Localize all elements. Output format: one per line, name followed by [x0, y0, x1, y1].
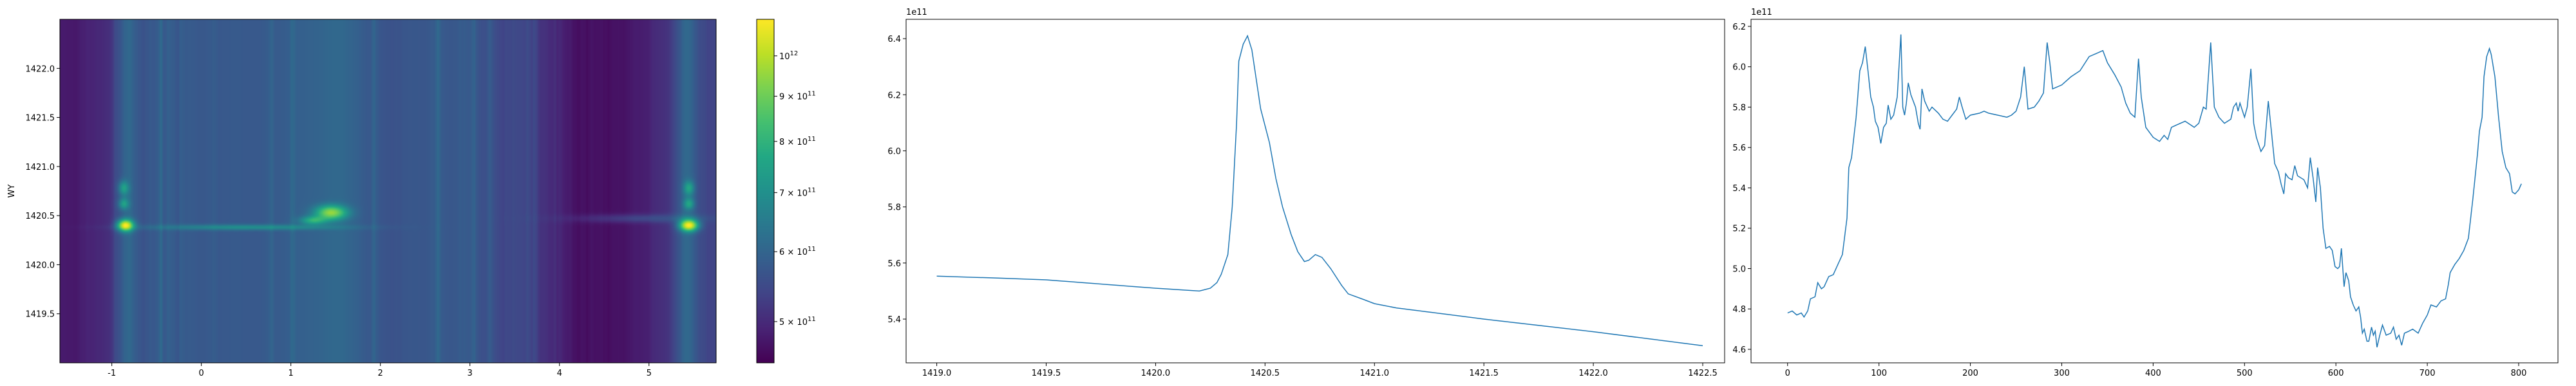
x-tick-label: 5 [647, 369, 652, 378]
colorbar-frame [756, 19, 775, 363]
x-tick-label: 200 [1962, 369, 1978, 378]
colorbar-tick-label: 5 × 1011 [779, 316, 816, 327]
x-tick-label: 2 [378, 369, 383, 378]
x-tick-label: 1421.0 [1360, 369, 1390, 378]
colorbar-tick-exponent: 11 [808, 316, 816, 323]
series-line-panel-2 [936, 34, 1703, 347]
y-tick-label: 5.4 [1732, 184, 1746, 194]
x-tick-label: 700 [2420, 369, 2436, 378]
series-line-panel-3 [1787, 34, 2522, 347]
y-tick-label: 6.4 [887, 35, 901, 44]
y-offset-label: 1e11 [1751, 8, 1772, 17]
x-tick-label: 1419.0 [922, 369, 952, 378]
x-tick-label: 0 [199, 369, 204, 378]
colorbar-tick-exponent: 11 [808, 187, 816, 194]
colorbar-tick-mantissa: 6 × 10 [779, 248, 808, 257]
y-tick-label: 5.6 [887, 259, 901, 269]
y-tick-label: 4.8 [1732, 305, 1746, 315]
heatmap-axes-frame [59, 19, 717, 363]
x-tick-label: 600 [2328, 369, 2344, 378]
x-tick-label: 800 [2511, 369, 2527, 378]
colorbar-tick-label: 6 × 1011 [779, 246, 816, 257]
y-tick-label: 4.6 [1732, 345, 1746, 355]
colorbar-tick-mantissa: 7 × 10 [779, 188, 808, 198]
y-tick-label: 6.0 [887, 147, 901, 156]
y-tick-label: 5.2 [1732, 225, 1746, 234]
y-axis-label: WY [7, 185, 17, 198]
colorbar-tick-exponent: 11 [808, 136, 816, 143]
y-tick-label: 1420.5 [26, 212, 55, 221]
y-tick-label: 6.2 [887, 91, 901, 100]
x-tick-label: 1421.5 [1469, 369, 1499, 378]
y-tick-label: 5.6 [1732, 143, 1746, 153]
colorbar-tick-mantissa: 8 × 10 [779, 138, 808, 147]
colorbar-tick-mantissa: 9 × 10 [779, 93, 808, 102]
x-tick-label: 1422.0 [1578, 369, 1608, 378]
y-tick-label: 1421.5 [26, 114, 55, 124]
line-axes-frame-3 [1750, 19, 2559, 363]
y-tick-label: 1421.0 [26, 163, 55, 172]
y-tick-label: 1422.0 [26, 64, 55, 74]
colorbar-tick-exponent: 11 [808, 91, 816, 98]
colorbar-tick-label: 1012 [779, 50, 798, 62]
x-tick-label: 1422.5 [1688, 369, 1718, 378]
colorbar-tick-label: 9 × 1011 [779, 91, 816, 102]
colorbar-tick-mantissa: 10 [779, 52, 790, 62]
y-tick-label: 5.4 [887, 315, 901, 325]
colorbar-tick-label: 7 × 1011 [779, 187, 816, 198]
colorbar-tick-mantissa: 5 × 10 [779, 318, 808, 327]
x-tick-label: 100 [1871, 369, 1887, 378]
x-tick-label: 1420.5 [1251, 369, 1280, 378]
heatmap-image [60, 19, 716, 363]
x-tick-label: -1 [108, 369, 116, 378]
x-tick-label: 1419.5 [1032, 369, 1061, 378]
x-tick-label: 3 [468, 369, 473, 378]
x-tick-label: 300 [2054, 369, 2070, 378]
y-tick-label: 1420.0 [26, 261, 55, 270]
y-tick-label: 5.0 [1732, 264, 1746, 274]
y-tick-label: 5.8 [1732, 103, 1746, 113]
x-tick-label: 0 [1785, 369, 1790, 378]
y-tick-label: 6.2 [1732, 23, 1746, 32]
x-tick-label: 400 [2145, 369, 2161, 378]
y-tick-label: 6.0 [1732, 63, 1746, 73]
colorbar-tick-label: 8 × 1011 [779, 136, 816, 147]
colorbar-gradient [757, 19, 774, 363]
colorbar-tick-exponent: 11 [808, 246, 816, 253]
line-axes-frame-2 [905, 19, 1725, 363]
x-tick-label: 1 [289, 369, 294, 378]
x-tick-label: 500 [2237, 369, 2253, 378]
colorbar-tick-exponent: 12 [790, 50, 799, 57]
x-tick-label: 1420.0 [1141, 369, 1171, 378]
y-tick-label: 1419.5 [26, 310, 55, 320]
x-tick-label: 4 [557, 369, 562, 378]
y-tick-label: 5.8 [887, 203, 901, 213]
y-offset-label: 1e11 [906, 8, 927, 17]
